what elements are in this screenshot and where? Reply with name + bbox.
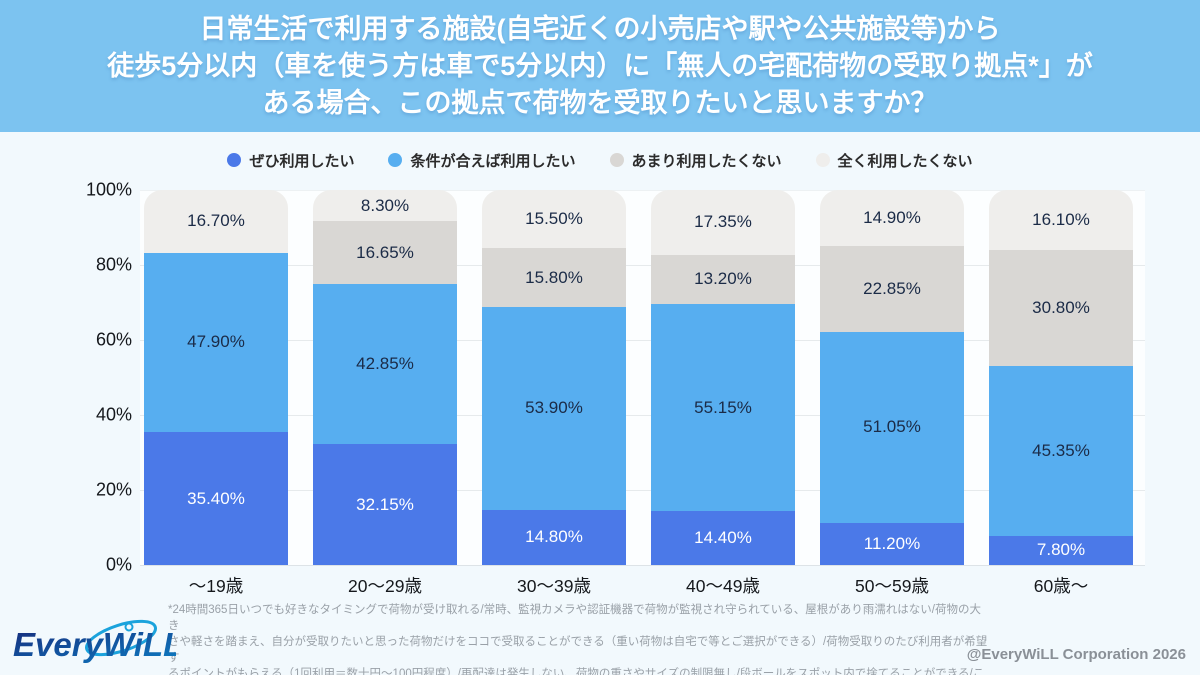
x-axis-line (140, 565, 1145, 566)
x-axis-label-～19歳: ～19歳 (188, 576, 244, 596)
bar-segment: 32.15% (313, 444, 457, 565)
bar-value-label: 32.15% (356, 494, 414, 514)
bar-40〜49歳: 14.40% 55.15% 13.20% 17.35% (651, 190, 795, 565)
header-banner: 日常生活で利用する施設(自宅近くの小売店や駅や公共施設等)から 徒歩5分以内（車… (0, 0, 1200, 132)
gridline-100 (140, 190, 1145, 191)
copyright-text: @EveryWiLL Corporation 2026 (966, 646, 1186, 663)
bar-value-label: 13.20% (694, 269, 752, 289)
legend-label: 全く利用したくない (837, 152, 973, 170)
bar-value-label: 47.90% (187, 332, 245, 352)
y-axis-tick-60: 60% (95, 329, 132, 350)
bar-value-label: 7.80% (1036, 540, 1086, 560)
bar-value-label: 42.85% (356, 354, 414, 374)
footnote-line-3: るポイントがもらえる（1回利用＝数十円〜100円程度）/再配達は発生しない、荷物… (168, 668, 985, 675)
x-axis-label-30〜39歳: 30〜39歳 (517, 576, 591, 596)
bar-value-label: 17.35% (694, 212, 752, 232)
bar-segment: 53.90% (482, 307, 626, 510)
bar-value-label: 14.90% (863, 207, 921, 227)
bar-segment: 30.80% (989, 250, 1133, 366)
bar-segment: 16.70% (144, 190, 288, 253)
bar-segment: 14.80% (482, 509, 626, 565)
x-axis-label-20〜29歳: 20〜29歳 (348, 576, 422, 596)
bar-segment: 16.65% (313, 221, 457, 284)
bar-value-label: 16.10% (1032, 210, 1090, 229)
bar-value-label: 14.80% (525, 527, 583, 547)
bar-segment: 8.30% (313, 190, 457, 222)
legend-swatch-icon (815, 153, 830, 167)
bar-segment: 42.85% (313, 283, 457, 445)
bar-segment: 16.10% (989, 190, 1133, 251)
gridline-40 (140, 415, 1145, 416)
legend-item: ぜひ利用したい (227, 150, 354, 171)
bar-value-label: 53.90% (525, 398, 583, 418)
page-title-line-3: ある場合、この拠点で荷物を受取りたいと思いますか？ (262, 87, 938, 118)
bar-value-label: 8.30% (360, 195, 410, 215)
bar-segment: 14.90% (820, 190, 964, 246)
bar-segment: 17.35% (651, 190, 795, 255)
legend-item: 全く利用したくない (815, 150, 973, 171)
y-axis-tick-0: 0% (105, 554, 132, 575)
gridline-80 (140, 265, 1145, 266)
y-axis-tick-80: 80% (95, 254, 132, 275)
bar-value-label: 55.15% (694, 397, 752, 417)
legend-item: 条件が合えば利用したい (388, 150, 576, 171)
legend-label: ぜひ利用したい (249, 152, 355, 170)
y-axis-tick-100: 100% (85, 179, 132, 200)
y-axis-tick-40: 40% (95, 404, 132, 425)
y-axis-tick-20: 20% (95, 479, 132, 500)
x-axis-label-60歳〜: 60歳〜 (1033, 576, 1089, 596)
logo-i-dot (124, 622, 134, 632)
bar-segment: 14.40% (651, 511, 795, 565)
bar-value-label: 11.20% (863, 534, 921, 553)
page-title-line-2: 徒歩5分以内（車を使う方は車で5分以内）に「無人の宅配荷物の受取り拠点*」が (107, 50, 1093, 81)
plot-area-background (140, 190, 1145, 565)
legend-label: 条件が合えば利用したい (410, 152, 576, 170)
everywill-logo: EveryWiLL (13, 619, 176, 663)
x-axis-label-40〜49歳: 40〜49歳 (686, 576, 760, 596)
bar-value-label: 14.40% (694, 528, 752, 547)
logo-text: EveryWiLL (13, 626, 176, 663)
bar-50〜59歳: 11.20% 51.05% 22.85% 14.90% (820, 190, 964, 565)
bar-20〜29歳: 32.15% 42.85% 16.65% 8.30% (313, 190, 457, 565)
footnote-line-2: さや軽さを踏まえ、自分が受取りたいと思った荷物だけをココで受取ることができる（重… (168, 636, 988, 664)
bar-value-label: 22.85% (863, 278, 921, 298)
bar-segment: 47.90% (144, 252, 288, 433)
bar-segment: 15.50% (482, 190, 626, 249)
gridline-20 (140, 490, 1145, 491)
bar-segment: 11.20% (820, 523, 964, 565)
bar-～19歳: 35.40% 47.90% 16.70% (144, 190, 288, 565)
footnote-line-1: *24時間365日いつでも好きなタイミングで荷物が受け取れる/常時、監視カメラや… (168, 604, 981, 632)
bar-30〜39歳: 14.80% 53.90% 15.80% 15.50% (482, 190, 626, 565)
chart-legend: ぜひ利用したい 条件が合えば利用したい あまり利用したくない 全く利用したくない (0, 147, 1200, 173)
bar-60歳〜: 7.80% 45.35% 30.80% 16.10% (989, 190, 1133, 565)
bar-segment: 51.05% (820, 331, 964, 523)
bar-value-label: 51.05% (863, 417, 921, 437)
legend-swatch-icon (227, 153, 242, 167)
page-title-line-1: 日常生活で利用する施設(自宅近くの小売店や駅や公共施設等)から (199, 13, 1001, 44)
bar-value-label: 30.80% (1032, 297, 1090, 317)
bar-segment: 35.40% (144, 432, 288, 565)
bar-segment: 22.85% (820, 245, 964, 332)
bar-value-label: 16.70% (187, 211, 245, 231)
bar-value-label: 16.65% (356, 242, 414, 262)
legend-swatch-icon (609, 153, 624, 167)
bar-value-label: 15.50% (525, 209, 583, 229)
legend-label: あまり利用したくない (631, 152, 782, 170)
bar-segment: 7.80% (989, 535, 1133, 565)
logo-orbit-swoosh (85, 619, 157, 657)
bar-value-label: 45.35% (1032, 440, 1090, 460)
bar-segment: 55.15% (651, 304, 795, 511)
bar-value-label: 35.40% (187, 488, 245, 508)
x-axis-label-50〜59歳: 50〜59歳 (855, 576, 929, 596)
gridline-60 (140, 340, 1145, 341)
bar-segment: 45.35% (989, 365, 1133, 536)
footnote: *24時間365日いつでも好きなタイミングで荷物が受け取れる/常時、監視カメラや… (168, 602, 988, 675)
legend-swatch-icon (388, 153, 403, 167)
bar-value-label: 15.80% (525, 267, 583, 287)
bar-segment: 15.80% (482, 248, 626, 308)
legend-item: あまり利用したくない (609, 150, 782, 171)
bar-segment: 13.20% (651, 254, 795, 305)
